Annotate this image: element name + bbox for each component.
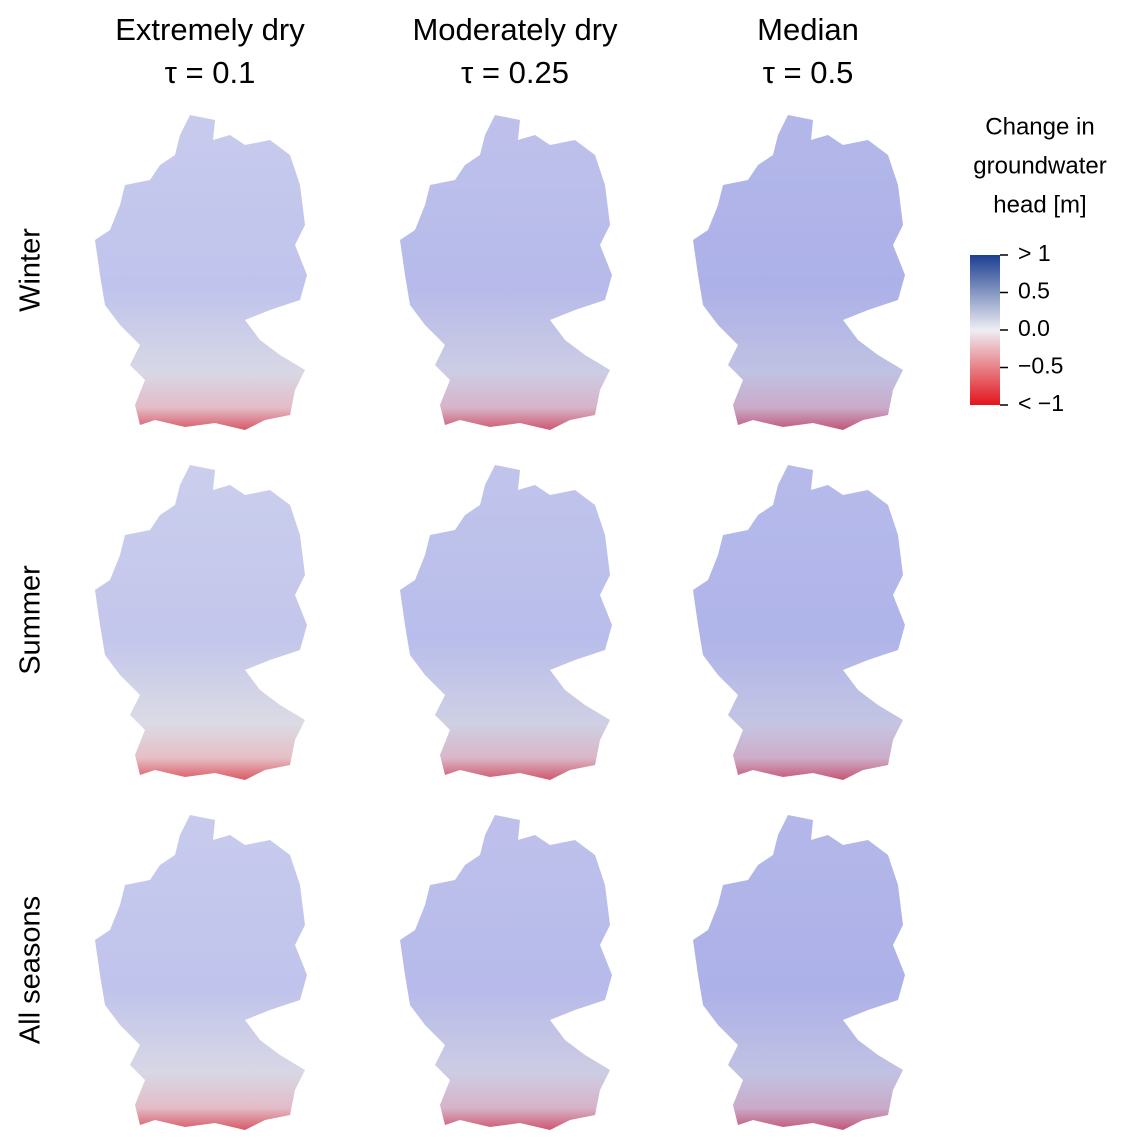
map	[400, 115, 612, 430]
map-shade	[95, 465, 307, 780]
column-quantile: τ = 0.5	[763, 55, 854, 90]
column-title: Moderately dry	[412, 12, 618, 47]
legend-tick-label: −0.5	[1018, 353, 1063, 379]
legend-title: groundwater	[973, 152, 1106, 179]
figure: Change in groundwater head [m] > 1 0.5 0.0 −0.…	[0, 0, 1132, 1143]
map	[693, 815, 905, 1130]
map-shade	[693, 115, 905, 430]
column-title: Extremely dry	[115, 12, 305, 47]
map	[95, 465, 307, 780]
map	[693, 465, 905, 780]
column-quantile: τ = 0.1	[165, 55, 256, 90]
legend-tick-label: 0.5	[1018, 278, 1050, 304]
column-quantile: τ = 0.25	[461, 55, 569, 90]
legend-tick-label: < −1	[1018, 390, 1064, 416]
map	[400, 815, 612, 1130]
map-shade	[95, 115, 307, 430]
row-label: Winter	[15, 228, 47, 312]
column-title: Median	[757, 12, 859, 47]
colorbar	[970, 255, 1000, 405]
map	[95, 115, 307, 430]
map-grid	[95, 115, 905, 1130]
map-shade	[400, 465, 612, 780]
map-shade	[400, 115, 612, 430]
map	[400, 465, 612, 780]
map-shade	[693, 465, 905, 780]
legend-title: head [m]	[993, 191, 1086, 218]
map	[95, 815, 307, 1130]
legend: Change in groundwater head [m] > 1 0.5 0.0 −0.…	[970, 113, 1107, 416]
map	[693, 115, 905, 430]
row-label: All seasons	[15, 896, 47, 1044]
legend-tick-label: 0.0	[1018, 315, 1050, 341]
map-shade	[693, 815, 905, 1130]
legend-title: Change in	[985, 113, 1094, 140]
legend-tick-label: > 1	[1018, 240, 1051, 266]
row-label: Summer	[15, 565, 47, 675]
map-shade	[95, 815, 307, 1130]
map-shade	[400, 815, 612, 1130]
